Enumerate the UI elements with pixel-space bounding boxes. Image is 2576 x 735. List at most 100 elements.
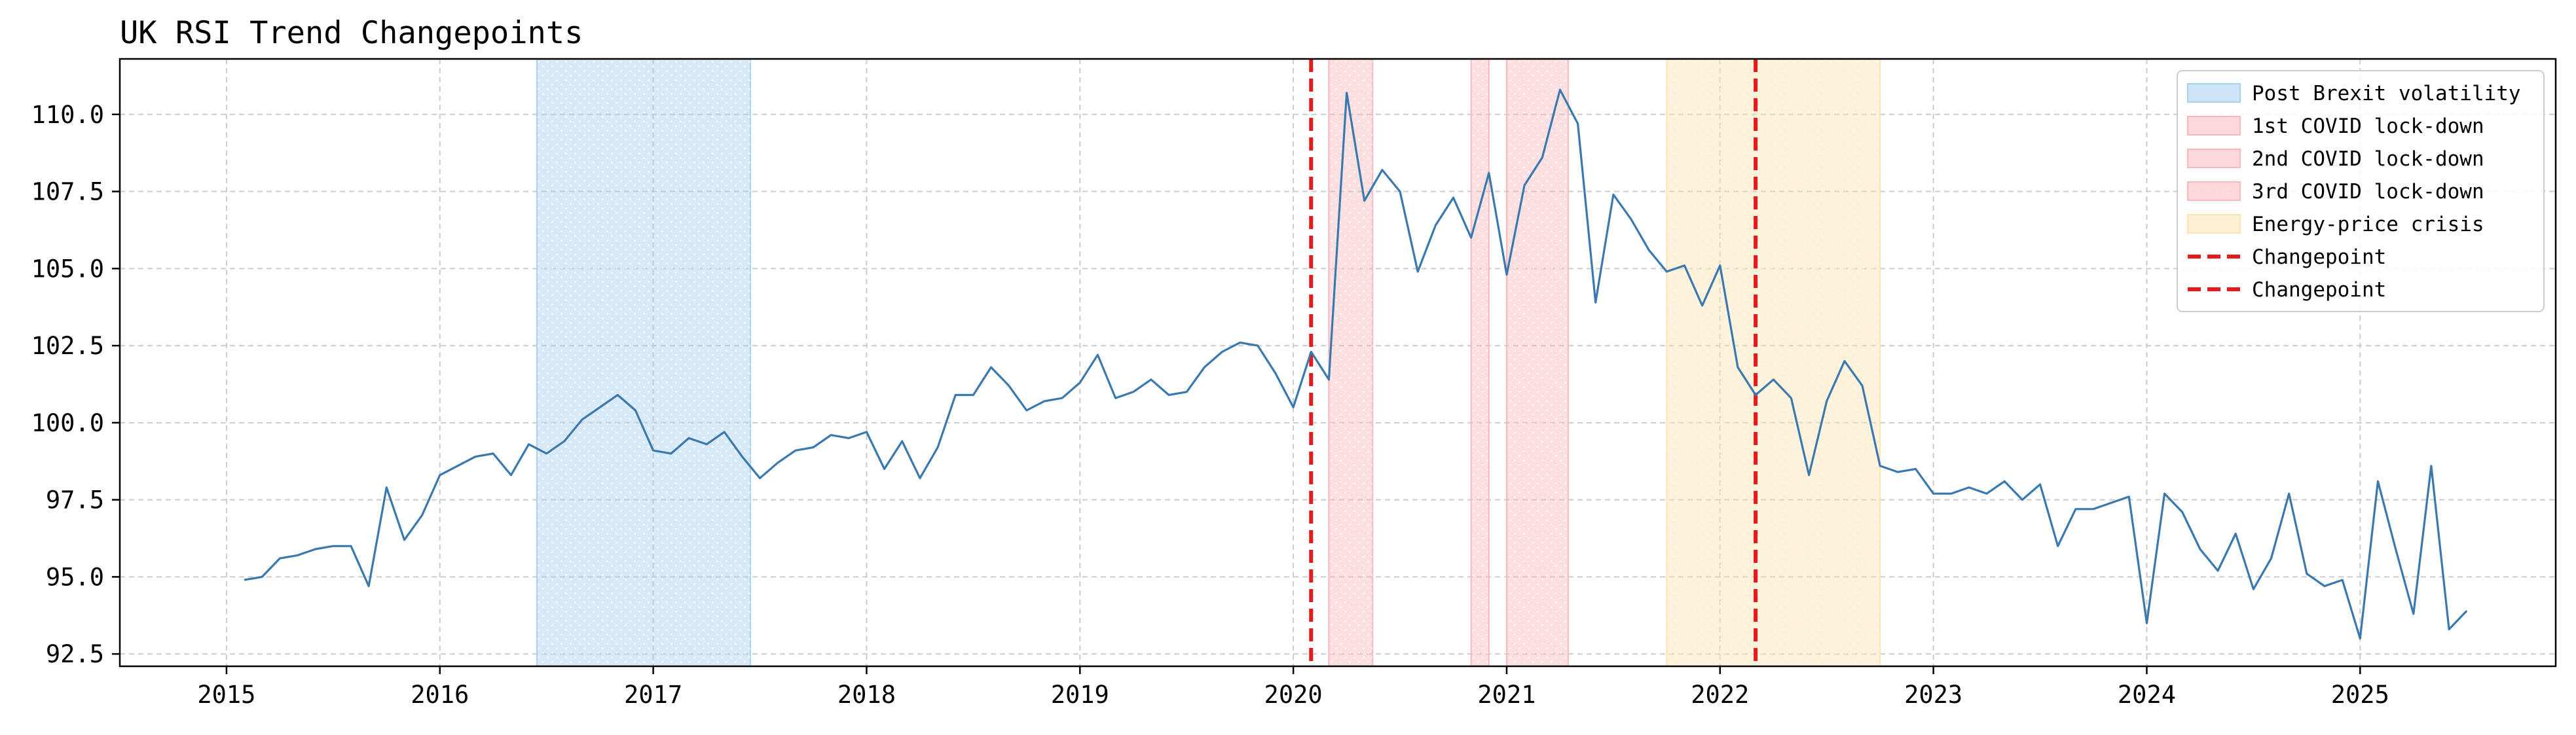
data-point [1222, 351, 1223, 352]
data-point [795, 450, 796, 451]
data-point [1364, 200, 1365, 201]
data-point [546, 453, 547, 454]
data-point [2022, 499, 2023, 500]
data-point [1773, 379, 1774, 380]
chart-title: UK RSI Trend Changepoints [120, 15, 583, 51]
data-point [1791, 398, 1792, 399]
data-point [1453, 197, 1454, 198]
legend-item-1: 1st COVID lock-down [2187, 115, 2484, 138]
data-point [866, 431, 867, 432]
data-point [1062, 398, 1063, 399]
data-point [457, 465, 458, 466]
legend-swatch [2187, 149, 2241, 168]
data-point [2271, 558, 2272, 559]
x-tick-label: 2017 [624, 681, 682, 709]
x-tick-label: 2019 [1051, 681, 1109, 709]
data-point [2395, 548, 2396, 549]
shaded-region-3 [1505, 58, 1569, 667]
data-point [1862, 385, 1863, 386]
x-tick-label: 2022 [1691, 681, 1749, 709]
x-tick-label: 2016 [411, 681, 469, 709]
data-point [1542, 157, 1543, 158]
x-tick-label: 2024 [2118, 681, 2176, 709]
data-point [688, 438, 689, 439]
data-point [1115, 398, 1116, 399]
plot-frame [119, 58, 2557, 668]
series-line-0 [244, 88, 2468, 640]
data-point [297, 555, 298, 556]
shaded-region-hatch [537, 59, 750, 666]
shaded-region-hatch [1506, 59, 1568, 666]
legend-box [2177, 70, 2545, 312]
y-tick-label: 100.0 [31, 409, 104, 437]
y-tick-label: 107.5 [31, 178, 104, 206]
data-point [2004, 481, 2005, 482]
legend-label: Changepoint [2252, 245, 2386, 269]
data-point [386, 487, 387, 488]
data-point [2306, 573, 2307, 574]
data-point [2164, 493, 2165, 494]
legend-item-0: Post Brexit volatility [2187, 82, 2521, 105]
changepoint-lines [1309, 59, 1758, 666]
shaded-region-0 [536, 58, 751, 667]
shaded-region-2 [1470, 58, 1490, 667]
data-point [1275, 373, 1276, 374]
data-point [1737, 367, 1738, 368]
data-point [1346, 92, 1347, 93]
data-point [1293, 407, 1294, 408]
x-tick-label: 2020 [1264, 681, 1323, 709]
data-point [2413, 613, 2414, 614]
legend-item-2: 2nd COVID lock-down [2187, 147, 2484, 171]
data-point [1204, 367, 1205, 368]
x-tick-label: 2023 [1904, 681, 1962, 709]
y-tick-label: 110.0 [31, 101, 104, 129]
shaded-region-hatch [1329, 59, 1373, 666]
data-point [2253, 589, 2254, 590]
y-tick-label: 95.0 [46, 563, 104, 591]
data-point [1684, 265, 1685, 266]
data-point [244, 580, 245, 581]
data-point [1968, 487, 1969, 488]
legend: Post Brexit volatility 1st COVID lock-dow… [2177, 70, 2545, 312]
data-point [724, 431, 725, 432]
data-point [1577, 123, 1578, 124]
y-tick-label: 97.5 [46, 486, 104, 514]
data-point [1933, 493, 1934, 494]
y-tick-label: 105.0 [31, 255, 104, 283]
data-point [2199, 548, 2200, 549]
data-point [493, 453, 494, 454]
axes: 2015 2016 2017 2018 2019 2020 2021 2022 2023 2024… [31, 58, 2557, 709]
legend-swatch [2187, 214, 2241, 234]
data-point [1524, 185, 1525, 186]
data-point [1506, 274, 1507, 275]
data-point [1595, 302, 1596, 303]
legend-item-6: Changepoint [2188, 278, 2386, 302]
data-point [2057, 546, 2058, 547]
legend-swatch [2187, 83, 2241, 103]
legend-label: Energy-price crisis [2252, 213, 2484, 236]
shaded-region-1 [1328, 58, 1374, 667]
x-tick-label: 2025 [2331, 681, 2389, 709]
shaded-region-hatch [1666, 59, 1881, 666]
series-layer [244, 88, 2468, 640]
data-point [2146, 623, 2147, 624]
legend-label: Post Brexit volatility [2252, 82, 2521, 105]
legend-item-4: Energy-price crisis [2187, 213, 2484, 236]
data-point [1008, 385, 1009, 386]
data-point [404, 539, 405, 540]
data-point [1026, 410, 1027, 411]
data-point [475, 456, 476, 457]
shaded-region-hatch [1471, 59, 1489, 666]
y-tick-label: 102.5 [31, 332, 104, 360]
data-point [2449, 629, 2450, 630]
y-tick-label: 92.5 [46, 640, 104, 668]
data-point [742, 456, 743, 457]
data-point [1150, 379, 1151, 380]
legend-label: Changepoint [2252, 278, 2386, 302]
data-point [1435, 225, 1436, 226]
legend-swatch [2187, 116, 2241, 135]
shaded-regions [536, 58, 1881, 667]
legend-item-3: 3rd COVID lock-down [2187, 180, 2484, 204]
data-point [315, 548, 316, 549]
